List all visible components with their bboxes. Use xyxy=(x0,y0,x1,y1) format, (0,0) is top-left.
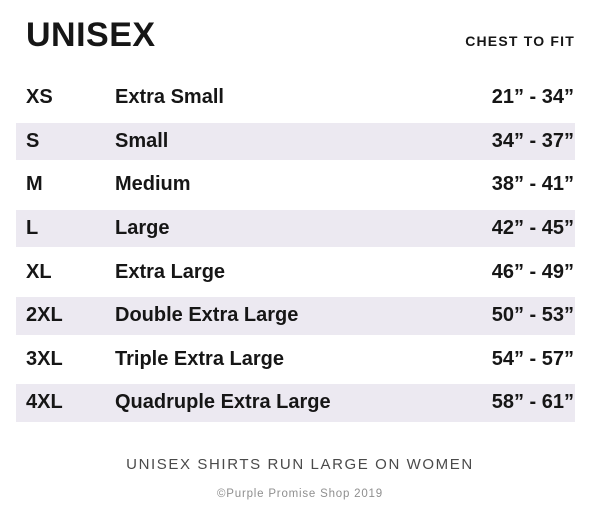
chart-header: UNISEX CHEST TO FIT xyxy=(26,18,575,52)
size-range: 34” - 37” xyxy=(491,129,574,152)
size-range: 46” - 49” xyxy=(491,260,574,283)
page-title: UNISEX xyxy=(26,16,156,54)
table-row: 4XL Quadruple Extra Large 58” - 61” xyxy=(16,381,575,425)
table-row: 2XL Double Extra Large 50” - 53” xyxy=(16,293,575,338)
size-table: XS Extra Small 21” - 34” S Small 34” - 3… xyxy=(16,76,575,425)
size-code: M xyxy=(26,173,43,196)
size-name: Extra Large xyxy=(115,260,226,283)
size-code: S xyxy=(26,129,40,152)
size-name: Triple Extra Large xyxy=(115,347,284,370)
table-row: XS Extra Small 21” - 34” xyxy=(16,76,575,120)
size-range: 21” - 34” xyxy=(491,86,574,109)
size-code: 4XL xyxy=(26,391,63,414)
size-code: 2XL xyxy=(26,304,63,327)
size-name: Extra Small xyxy=(115,86,224,109)
size-name: Small xyxy=(115,129,169,152)
size-name: Large xyxy=(115,217,170,240)
size-code: 3XL xyxy=(26,347,63,370)
size-range: 58” - 61” xyxy=(491,391,574,414)
size-range: 54” - 57” xyxy=(491,347,574,370)
table-row: L Large 42” - 45” xyxy=(16,206,575,251)
copyright-text: ©Purple Promise Shop 2019 xyxy=(217,487,383,500)
table-row: XL Extra Large 46” - 49” xyxy=(16,250,575,294)
size-code: XS xyxy=(26,86,53,109)
size-range: 50” - 53” xyxy=(491,304,574,327)
table-row: M Medium 38” - 41” xyxy=(16,163,575,207)
size-code: XL xyxy=(26,260,52,283)
size-code: L xyxy=(26,217,39,240)
size-range: 42” - 45” xyxy=(491,217,574,240)
size-name: Medium xyxy=(115,173,191,196)
size-range: 38” - 41” xyxy=(491,173,574,196)
chest-to-fit-column-label: CHEST TO FIT xyxy=(465,33,575,49)
fit-note: UNISEX SHIRTS RUN LARGE ON WOMEN xyxy=(126,455,474,473)
table-row: 3XL Triple Extra Large 54” - 57” xyxy=(16,338,575,382)
size-name: Quadruple Extra Large xyxy=(115,391,331,414)
size-name: Double Extra Large xyxy=(115,304,299,327)
table-row: S Small 34” - 37” xyxy=(16,119,575,164)
